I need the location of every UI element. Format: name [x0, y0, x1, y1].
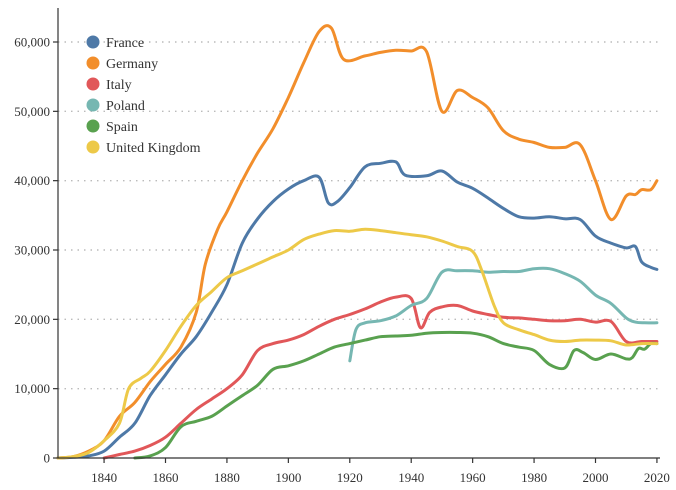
- legend-label-france: France: [106, 36, 144, 51]
- y-tick-label: 40,000: [14, 173, 50, 188]
- y-tick-label: 0: [44, 451, 51, 466]
- y-tick-label: 30,000: [14, 243, 50, 258]
- legend-marker-poland: [86, 98, 100, 112]
- x-tick-label: 1960: [460, 470, 486, 485]
- series-line-france: [56, 159, 659, 460]
- x-tick-label: 1880: [214, 470, 240, 485]
- series-line-germany: [56, 24, 659, 460]
- y-axis-ticks: 0 10,000 20,000 30,000 40,000 50,000 60,000: [14, 35, 58, 466]
- x-tick-label: 1940: [398, 470, 424, 485]
- x-tick-label: 2020: [644, 470, 670, 485]
- x-tick-label: 1900: [275, 470, 301, 485]
- legend-label-united-kingdom: United Kingdom: [106, 141, 201, 156]
- x-tick-label: 1840: [91, 470, 117, 485]
- legend-label-italy: Italy: [106, 78, 132, 93]
- x-tick-label: 1980: [521, 470, 547, 485]
- x-tick-label: 1860: [153, 470, 179, 485]
- legend-label-germany: Germany: [106, 57, 158, 72]
- legend-marker-italy: [86, 77, 100, 91]
- legend-marker-united-kingdom: [86, 140, 100, 154]
- series-line-united-kingdom: [56, 227, 659, 460]
- y-tick-label: 60,000: [14, 35, 50, 50]
- series-line-poland: [348, 266, 659, 363]
- legend-label-spain: Spain: [106, 120, 138, 135]
- y-tick-label: 50,000: [14, 104, 50, 119]
- legend-marker-france: [86, 35, 100, 49]
- axes: [57, 8, 660, 459]
- series-line-italy: [102, 294, 659, 460]
- legend-marker-spain: [86, 119, 100, 133]
- y-tick-label: 10,000: [14, 381, 50, 396]
- x-axis-ticks: 1840 1860 1880 1900 1920 1940 1960 1980 2000 2020: [91, 458, 670, 485]
- series-line-spain: [133, 330, 659, 460]
- x-tick-label: 2000: [583, 470, 609, 485]
- legend: France Germany Italy Poland Spain United King…: [86, 35, 201, 156]
- legend-label-poland: Poland: [106, 99, 145, 114]
- y-tick-label: 20,000: [14, 312, 50, 327]
- legend-marker-germany: [86, 56, 100, 70]
- y-grid-lines: [58, 41, 660, 390]
- x-tick-label: 1920: [337, 470, 363, 485]
- series-lines: [56, 24, 659, 460]
